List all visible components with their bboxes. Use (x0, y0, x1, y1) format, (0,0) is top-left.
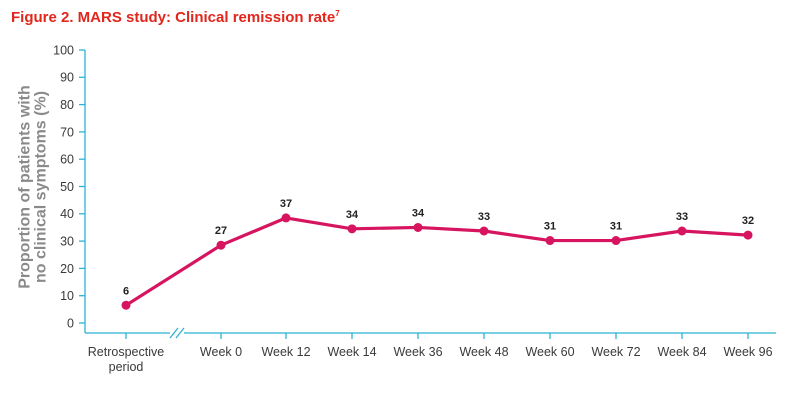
data-label: 6 (123, 285, 129, 297)
data-label: 32 (742, 215, 754, 227)
series-line (124, 216, 750, 307)
y-tick-label: 80 (60, 98, 74, 112)
x-tick-label: Week 96 (723, 345, 772, 359)
data-label: 34 (346, 209, 359, 221)
y-tick-label: 10 (60, 289, 74, 303)
x-tick-label: period (109, 360, 144, 374)
data-label: 33 (676, 211, 688, 223)
x-tick-label: Week 48 (459, 345, 508, 359)
data-point (121, 300, 131, 310)
data-point (677, 226, 687, 236)
data-point (281, 213, 291, 223)
data-labels: 6 27 37 34 34 33 31 31 33 32 (123, 198, 754, 297)
data-point (545, 236, 555, 246)
x-tick-label: Week 84 (657, 345, 706, 359)
y-axis-title-line: no clinical symptoms (%) (33, 91, 50, 283)
data-label: 31 (544, 221, 556, 233)
data-point (479, 226, 489, 236)
data-label: 31 (610, 221, 622, 233)
figure-title-text: Figure 2. MARS study: Clinical remission… (11, 9, 336, 26)
data-point (611, 236, 621, 246)
data-point (216, 240, 226, 250)
y-tick-label: 30 (60, 234, 74, 248)
y-tick-label: 70 (60, 125, 74, 139)
data-point (413, 222, 423, 232)
axis-break-mark (175, 327, 185, 339)
y-tick-label: 0 (67, 316, 74, 330)
y-tick-label: 100 (53, 43, 74, 57)
y-tick-label: 20 (60, 262, 74, 276)
data-label: 27 (215, 225, 227, 237)
x-tick-label: Week 14 (327, 345, 376, 359)
y-tick-label: 60 (60, 153, 74, 167)
x-tick-label: Week 0 (200, 345, 242, 359)
x-tick-label: Week 36 (393, 345, 442, 359)
figure-title: Figure 2. MARS study: Clinical remission… (11, 9, 340, 26)
data-label: 37 (280, 198, 292, 210)
figure-title-reference: 7 (335, 9, 340, 18)
y-tick-label: 50 (60, 180, 74, 194)
y-axis-title: Proportion of patients with no clinical s… (17, 85, 50, 289)
x-tick-label: Week 72 (591, 345, 640, 359)
y-axis-title-line: Proportion of patients with (17, 85, 34, 289)
data-point (743, 230, 753, 240)
axis-break-mark (169, 327, 179, 339)
x-tick-label: Week 12 (261, 345, 310, 359)
y-axis-ticks: 0 10 20 30 40 50 60 70 80 90 100 (53, 43, 85, 330)
data-label: 33 (478, 211, 490, 223)
data-series (121, 213, 753, 310)
x-tick-label: Retrospective (88, 345, 164, 359)
data-point (347, 224, 357, 234)
axes (84, 50, 776, 339)
data-label: 34 (412, 207, 425, 219)
x-tick-label: Week 60 (525, 345, 574, 359)
y-tick-label: 90 (60, 71, 74, 85)
y-tick-label: 40 (60, 207, 74, 221)
